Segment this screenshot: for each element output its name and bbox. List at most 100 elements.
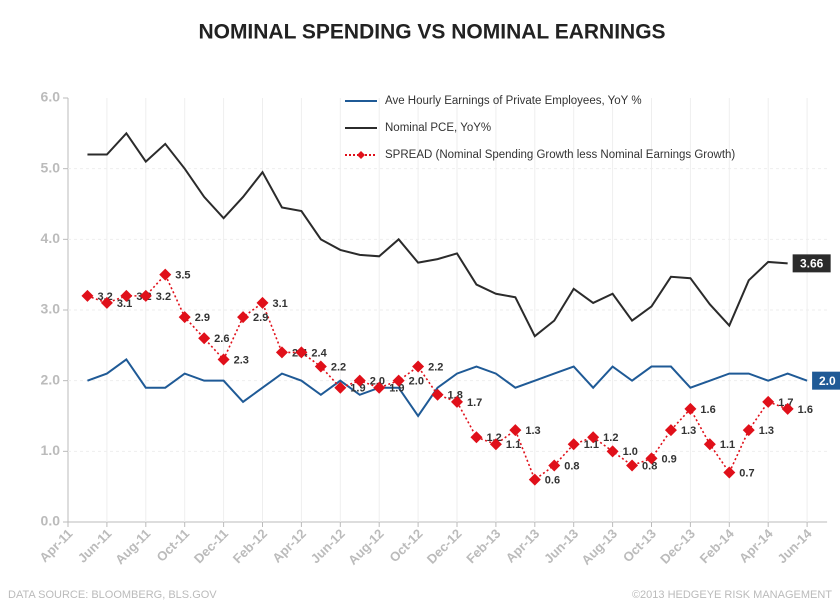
end-label: 2.0	[819, 374, 836, 388]
point-marker	[198, 332, 211, 345]
x-tick-label: Oct-11	[154, 526, 193, 565]
point-marker	[626, 459, 639, 472]
y-tick-label: 1.0	[41, 442, 61, 458]
point-marker	[314, 360, 327, 373]
legend-label: Nominal PCE, YoY%	[385, 122, 491, 134]
point-marker	[159, 268, 172, 281]
point-marker	[295, 346, 308, 359]
data-label: 0.8	[564, 460, 579, 472]
x-tick-label: Feb-13	[463, 526, 503, 566]
y-tick-label: 0.0	[41, 513, 61, 529]
chart-title: NOMINAL SPENDING VS NOMINAL EARNINGS	[198, 21, 665, 44]
point-marker	[100, 296, 113, 309]
data-label: 1.6	[700, 404, 715, 416]
y-tick-label: 6.0	[41, 89, 61, 105]
point-marker	[217, 353, 230, 366]
data-label: 2.0	[409, 376, 424, 388]
data-label: 1.0	[623, 446, 638, 458]
point-marker	[684, 402, 697, 415]
x-tick-label: Oct-13	[620, 526, 659, 565]
point-marker	[275, 346, 288, 359]
point-marker	[237, 311, 250, 324]
data-label: 2.4	[311, 347, 327, 359]
data-label: 3.1	[273, 298, 288, 310]
data-label: 0.6	[545, 475, 560, 487]
end-label: 3.66	[800, 257, 824, 271]
x-tick-label: Apr-12	[269, 526, 309, 566]
y-tick-label: 3.0	[41, 301, 61, 317]
copyright-note: ©2013 HEDGEYE RISK MANAGEMENT	[632, 589, 832, 601]
data-label: 1.6	[798, 404, 813, 416]
point-marker	[703, 438, 716, 451]
x-tick-label: Aug-13	[578, 526, 620, 568]
point-marker	[120, 289, 133, 302]
point-marker	[81, 289, 94, 302]
y-tick-label: 2.0	[41, 371, 61, 387]
source-note: DATA SOURCE: BLOOMBERG, BLS.GOV	[8, 589, 217, 601]
data-label: 1.1	[720, 439, 735, 451]
data-label: 1.1	[506, 439, 521, 451]
point-marker	[723, 466, 736, 479]
series-line	[87, 358, 808, 418]
data-label: 2.9	[253, 312, 268, 324]
data-label: 1.9	[350, 383, 365, 395]
point-marker	[587, 431, 600, 444]
data-label: 1.3	[681, 425, 696, 437]
point-marker	[781, 402, 794, 415]
data-label: 3.2	[156, 291, 171, 303]
x-tick-label: Dec-11	[191, 526, 231, 566]
x-tick-label: Feb-12	[230, 526, 270, 566]
x-tick-label: Aug-12	[345, 526, 387, 568]
data-label: 1.3	[525, 425, 540, 437]
point-marker	[664, 424, 677, 437]
data-label: 0.9	[662, 453, 677, 465]
point-marker	[431, 388, 444, 401]
legend: Ave Hourly Earnings of Private Employees…	[345, 95, 735, 161]
x-tick-label: Jun-14	[774, 525, 815, 566]
data-label: 3.5	[175, 270, 190, 282]
point-marker	[353, 374, 366, 387]
point-marker	[645, 452, 658, 465]
x-tick-label: Jun-12	[308, 526, 348, 566]
data-label: 0.8	[642, 460, 657, 472]
point-marker	[256, 296, 269, 309]
data-label: 2.2	[428, 361, 443, 373]
point-marker	[509, 424, 522, 437]
point-marker	[742, 424, 755, 437]
data-label: 2.3	[234, 354, 249, 366]
point-marker	[334, 381, 347, 394]
point-marker	[451, 395, 463, 408]
point-marker	[548, 459, 561, 472]
point-marker	[470, 431, 483, 444]
legend-label: Ave Hourly Earnings of Private Employees…	[385, 95, 642, 107]
x-tick-label: Jun-13	[541, 526, 581, 566]
data-label: 1.9	[389, 383, 404, 395]
series-line	[87, 131, 788, 338]
x-tick-label: Dec-13	[657, 526, 698, 567]
x-tick-label: Apr-14	[736, 525, 776, 565]
legend-label: SPREAD (Nominal Spending Growth less Nom…	[385, 149, 735, 161]
data-label: 1.2	[603, 432, 618, 444]
data-label: 1.1	[584, 439, 599, 451]
x-tick-label: Feb-14	[697, 525, 738, 566]
data-label: 1.3	[759, 425, 774, 437]
data-label: 2.2	[331, 361, 346, 373]
point-marker	[528, 473, 541, 486]
y-tick-label: 5.0	[41, 159, 61, 175]
point-marker	[489, 438, 502, 451]
x-tick-label: Jun-11	[75, 526, 115, 566]
end-label-box	[812, 371, 840, 390]
point-marker	[373, 381, 386, 394]
data-label: 2.6	[214, 333, 229, 345]
x-tick-label: Apr-11	[36, 526, 75, 565]
x-tick-label: Aug-11	[112, 526, 153, 567]
point-marker	[606, 445, 619, 458]
x-tick-label: Oct-12	[386, 526, 425, 565]
point-marker	[139, 289, 152, 302]
data-label: 2.9	[195, 312, 210, 324]
point-marker	[392, 374, 405, 387]
data-label: 1.7	[467, 397, 482, 409]
end-label-box	[792, 254, 831, 273]
y-tick-label: 4.0	[41, 230, 61, 246]
